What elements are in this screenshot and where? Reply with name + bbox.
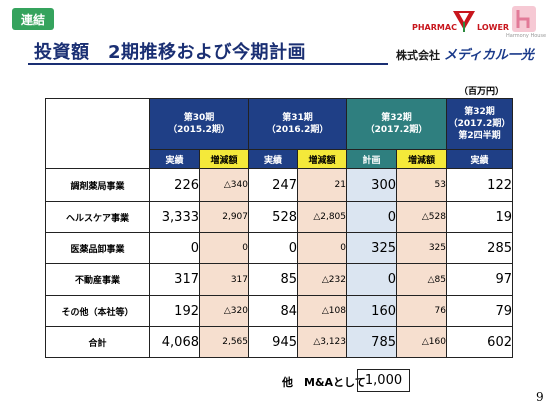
period-32q2-name: 第32期 xyxy=(464,107,495,117)
row-label: 不動産事業 xyxy=(45,263,150,296)
cell-31-actual: 84 xyxy=(248,295,298,327)
cell-32q2-actual: 79 xyxy=(446,295,513,327)
period-30-name: 第30期 xyxy=(183,113,215,123)
period-header-31: 第31期 （2016.2期） xyxy=(248,98,347,150)
period-header-32: 第32期 （2017.2期） xyxy=(346,98,447,150)
investment-table: 第30期 （2015.2期） 第31期 （2016.2期） 第32期 （2017… xyxy=(45,98,513,358)
pharmac-flower-logo-icon xyxy=(453,11,475,32)
row-label: ヘルスケア事業 xyxy=(45,201,150,233)
cell-30-actual: 192 xyxy=(149,295,200,327)
table-row: 不動産事業 317 317 85 △232 0 △85 97 xyxy=(45,263,513,296)
cell-32-change: 53 xyxy=(396,168,447,202)
row-label: その他（本社等） xyxy=(45,295,150,327)
cell-31-actual: 0 xyxy=(248,232,298,264)
cell-32-change: 76 xyxy=(396,295,447,327)
subheader-actual-31: 実績 xyxy=(248,149,298,169)
cell-30-actual: 317 xyxy=(149,263,200,296)
total-row: 合計 4,068 2,565 945 △3,123 785 △160 602 xyxy=(45,326,513,358)
row-label: 合計 xyxy=(45,326,150,358)
subheader-change-30: 増減額 xyxy=(199,149,249,169)
cell-32-plan: 0 xyxy=(346,263,397,296)
cell-32-plan: 0 xyxy=(346,201,397,233)
subheader-actual-32q2: 実績 xyxy=(446,149,513,169)
cell-32-change: △528 xyxy=(396,201,447,233)
cell-31-actual: 247 xyxy=(248,168,298,202)
cell-32-change: △160 xyxy=(396,326,447,358)
table-row: 調剤薬局事業 226 △340 247 21 300 53 122 xyxy=(45,168,513,202)
period-32q2-sub: 第2四半期 xyxy=(458,131,501,141)
cell-32-change: △85 xyxy=(396,263,447,296)
cell-32q2-actual: 122 xyxy=(446,168,513,202)
subheader-change-32: 増減額 xyxy=(396,149,447,169)
period-31-date: （2016.2期） xyxy=(266,125,329,135)
cell-30-change: 0 xyxy=(199,232,249,264)
mna-label: 他 M&Aとして xyxy=(282,376,366,389)
cell-32-plan: 785 xyxy=(346,326,397,358)
cell-31-change: △3,123 xyxy=(297,326,347,358)
company-brand: メディカル一光 xyxy=(443,48,534,63)
cell-31-actual: 85 xyxy=(248,263,298,296)
cell-31-change: △108 xyxy=(297,295,347,327)
header-corner xyxy=(45,98,150,169)
cell-30-change: 2,565 xyxy=(199,326,249,358)
cell-30-actual: 4,068 xyxy=(149,326,200,358)
cell-30-actual: 0 xyxy=(149,232,200,264)
harmony-house-logo-icon xyxy=(512,6,536,32)
pharmac-logo-text: PHARMAC xyxy=(412,23,457,32)
cell-32q2-actual: 19 xyxy=(446,201,513,233)
cell-32-plan: 300 xyxy=(346,168,397,202)
row-label: 医薬品卸事業 xyxy=(45,232,150,264)
subheader-row: 実績 増減額 実績 増減額 計画 増減額 実績 xyxy=(46,149,513,169)
cell-32q2-actual: 602 xyxy=(446,326,513,358)
table-row: ヘルスケア事業 3,333 2,907 528 △2,805 0 △528 19 xyxy=(45,201,513,233)
cell-30-change: 317 xyxy=(199,263,249,296)
cell-31-actual: 528 xyxy=(248,201,298,233)
unit-label: （百万円） xyxy=(459,87,505,97)
cell-30-actual: 3,333 xyxy=(149,201,200,233)
period-32q2-date: （2017.2期） xyxy=(448,119,511,129)
cell-31-change: 0 xyxy=(297,232,347,264)
period-header-row: 第30期 （2015.2期） 第31期 （2016.2期） 第32期 （2017… xyxy=(45,98,513,169)
mna-value-box: 1,000 xyxy=(357,369,410,392)
period-32-name: 第32期 xyxy=(381,113,412,123)
cell-30-actual: 226 xyxy=(149,168,200,202)
table-row: 医薬品卸事業 0 0 0 0 325 325 285 xyxy=(45,232,513,264)
page-title: 投資額 2期推移および今期計画 xyxy=(34,42,307,63)
period-header-30: 第30期 （2015.2期） xyxy=(149,98,249,150)
cell-32q2-actual: 285 xyxy=(446,232,513,264)
company-name: 株式会社 メディカル一光 xyxy=(396,44,534,63)
cell-32q2-actual: 97 xyxy=(446,263,513,296)
period-header-32-q2: 第32期 （2017.2期） 第2四半期 xyxy=(446,98,513,150)
cell-31-actual: 945 xyxy=(248,326,298,358)
cell-32-plan: 325 xyxy=(346,232,397,264)
company-prefix: 株式会社 xyxy=(396,49,440,62)
cell-32-change: 325 xyxy=(396,232,447,264)
subheader-change-31: 増減額 xyxy=(297,149,347,169)
cell-30-change: 2,907 xyxy=(199,201,249,233)
subheader-actual-30: 実績 xyxy=(149,149,200,169)
title-underline xyxy=(28,63,388,65)
cell-30-change: △320 xyxy=(199,295,249,327)
period-31-name: 第31期 xyxy=(282,113,313,123)
row-label: 調剤薬局事業 xyxy=(45,168,150,202)
flower-logo-text: LOWER xyxy=(477,23,510,32)
period-30-date: （2015.2期） xyxy=(168,125,230,135)
cell-31-change: △2,805 xyxy=(297,201,347,233)
table-row: その他（本社等） 192 △320 84 △108 160 76 79 xyxy=(45,295,513,327)
cell-31-change: △232 xyxy=(297,263,347,296)
cell-30-change: △340 xyxy=(199,168,249,202)
cell-32-plan: 160 xyxy=(346,295,397,327)
period-32-date: （2017.2期） xyxy=(365,125,428,135)
harmony-house-logo-text: Harmony House xyxy=(506,33,547,39)
page-number: 9 xyxy=(536,390,544,404)
cell-31-change: 21 xyxy=(297,168,347,202)
subheader-plan-32: 計画 xyxy=(346,149,397,169)
consolidated-badge: 連結 xyxy=(12,8,54,30)
